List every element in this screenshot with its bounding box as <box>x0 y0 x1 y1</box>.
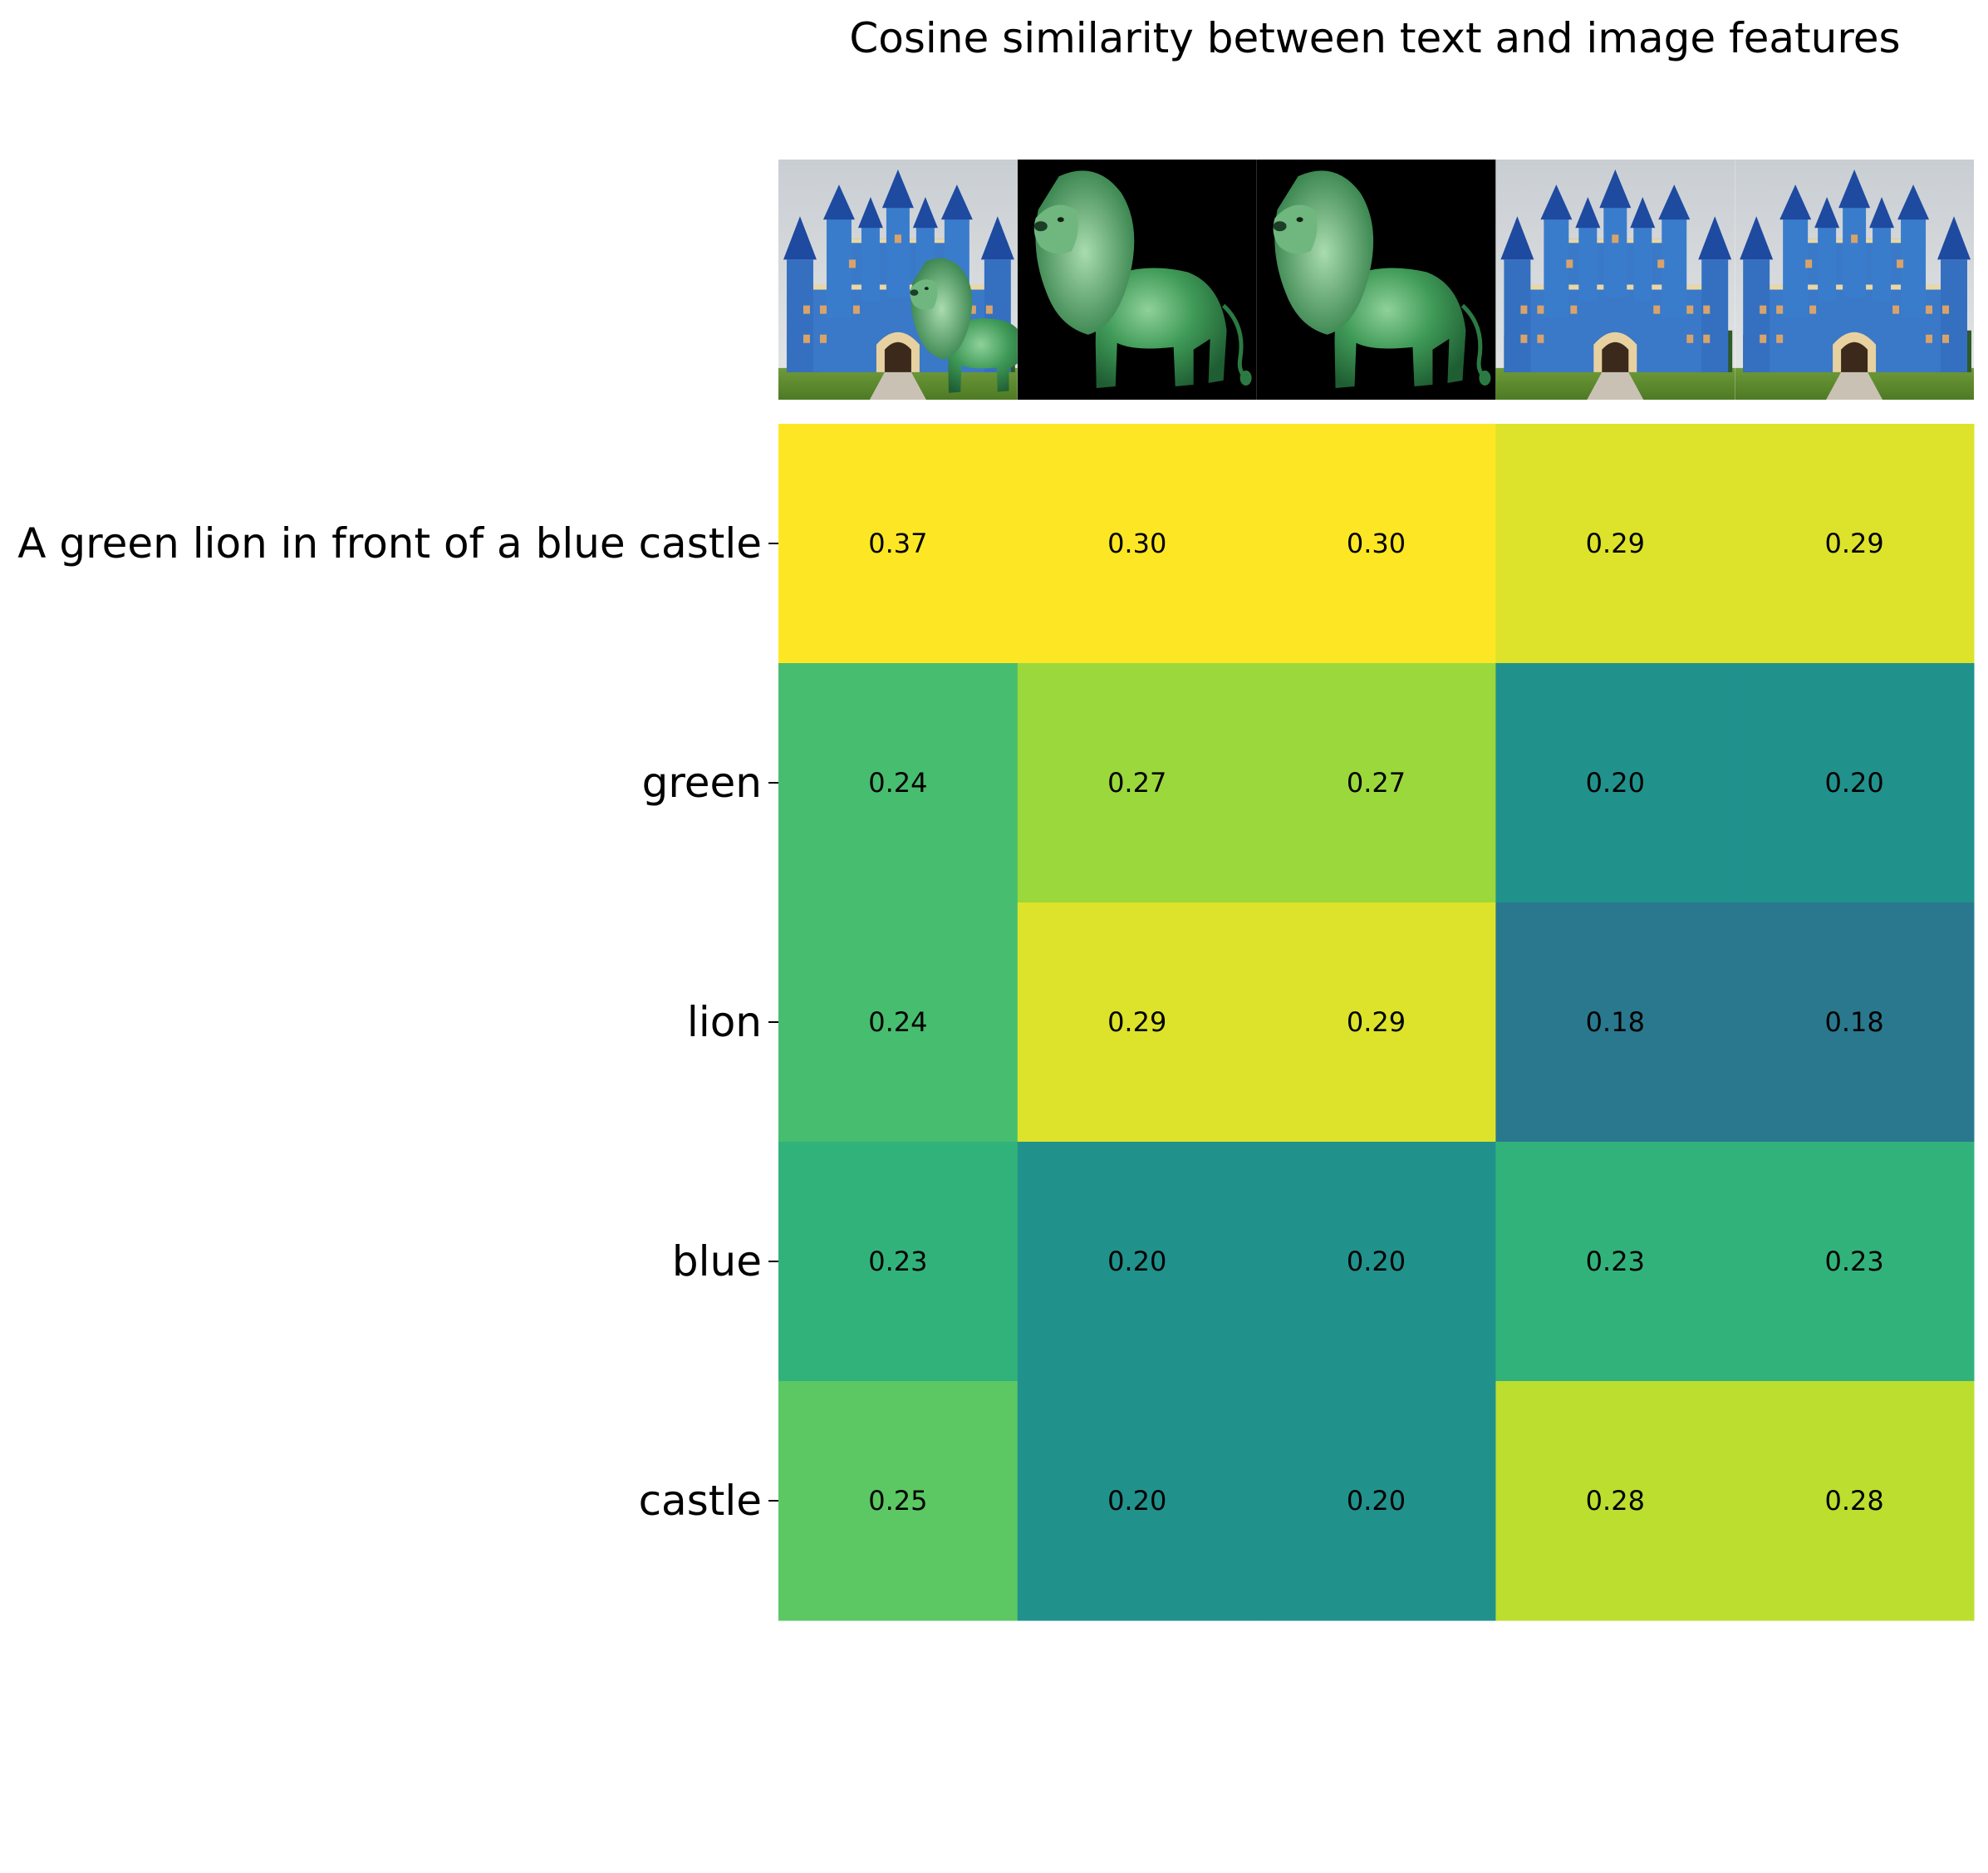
heatmap-row-labels: A green lion in front of a blue castle gr… <box>17 519 778 1525</box>
heatmap-cell <box>1495 902 1735 1143</box>
column-images <box>778 160 1974 400</box>
cell-value-label: 0.30 <box>1347 528 1406 559</box>
cell-value-label: 0.30 <box>1107 528 1166 559</box>
heatmap-cell <box>778 1142 1019 1382</box>
heatmap-cell <box>1495 1381 1735 1621</box>
heatmap-cell <box>1735 424 1975 664</box>
cell-value-label: 0.20 <box>1586 767 1645 799</box>
cell-value-label: 0.37 <box>868 528 927 559</box>
cell-value-label: 0.29 <box>1347 1006 1406 1038</box>
cell-value-label: 0.27 <box>1347 767 1406 799</box>
cell-value-label: 0.20 <box>1347 1246 1406 1277</box>
heatmap-cell <box>1017 1142 1258 1382</box>
heatmap-cell <box>1735 663 1975 903</box>
heatmap-cell <box>1256 424 1496 664</box>
cell-value-label: 0.23 <box>868 1246 927 1277</box>
heatmap-cell <box>778 663 1019 903</box>
heatmap-cell <box>1256 1142 1496 1382</box>
column-image-2 <box>1017 160 1257 400</box>
cell-value-label: 0.27 <box>1107 767 1166 799</box>
heatmap-cell <box>1495 663 1735 903</box>
cell-value-label: 0.20 <box>1107 1485 1166 1517</box>
heatmap-cell <box>1735 902 1975 1143</box>
cell-value-label: 0.20 <box>1107 1246 1166 1277</box>
cell-value-label: 0.24 <box>868 767 927 799</box>
cell-value-label: 0.18 <box>1824 1006 1883 1038</box>
heatmap-cell <box>1735 1381 1975 1621</box>
row-label: castle <box>639 1477 762 1525</box>
heatmap-cell <box>778 424 1019 664</box>
row-label: A green lion in front of a blue castle <box>17 519 762 568</box>
heatmap-cell <box>1256 663 1496 903</box>
cell-value-label: 0.25 <box>868 1485 927 1517</box>
cell-value-label: 0.29 <box>1107 1006 1166 1038</box>
column-image-5 <box>1735 160 1974 400</box>
heatmap-cell <box>778 902 1019 1143</box>
cell-value-label: 0.28 <box>1586 1485 1645 1517</box>
row-label: green <box>642 759 762 807</box>
heatmap-cell <box>1256 902 1496 1143</box>
heatmap-cell <box>1017 663 1258 903</box>
cell-value-label: 0.28 <box>1824 1485 1883 1517</box>
heatmap-cell <box>778 1381 1019 1621</box>
heatmap-cell <box>1735 1142 1975 1382</box>
cell-value-label: 0.29 <box>1586 528 1645 559</box>
row-label: blue <box>672 1237 762 1286</box>
cell-value-label: 0.23 <box>1824 1246 1883 1277</box>
heatmap-cell <box>1017 424 1258 664</box>
heatmap-cell <box>1495 1142 1735 1382</box>
chart-title: Cosine similarity between text and image… <box>849 14 1900 62</box>
column-image-4 <box>1495 160 1735 400</box>
cell-value-label: 0.24 <box>868 1006 927 1038</box>
column-image-1 <box>778 160 1018 400</box>
heatmap-cell <box>1495 424 1735 664</box>
heatmap-cell <box>1256 1381 1496 1621</box>
heatmap-cell <box>1017 1381 1258 1621</box>
column-image-3 <box>1256 160 1496 400</box>
cell-value-label: 0.29 <box>1824 528 1883 559</box>
row-label: lion <box>687 998 762 1046</box>
cell-value-label: 0.23 <box>1586 1246 1645 1277</box>
cell-value-label: 0.18 <box>1586 1006 1645 1038</box>
cell-value-label: 0.20 <box>1347 1485 1406 1517</box>
heatmap-cells: 0.37 0.30 0.30 0.29 0.29 0.24 0.27 0.27 0.20 0.20… <box>778 424 1975 1621</box>
heatmap-cell <box>1017 902 1258 1143</box>
cell-value-label: 0.20 <box>1824 767 1883 799</box>
